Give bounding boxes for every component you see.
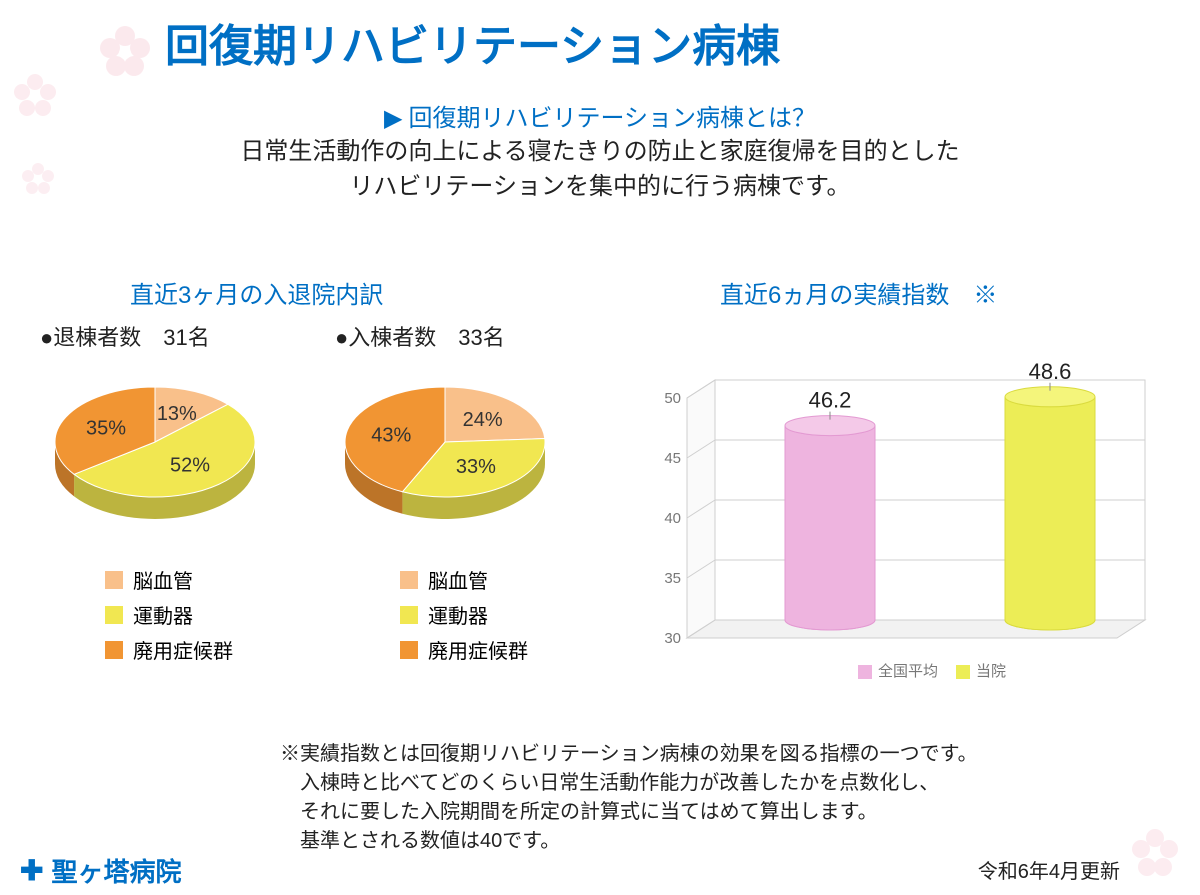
discharge-legend: 脳血管運動器廃用症候群: [105, 565, 233, 670]
svg-text:48.6: 48.6: [1029, 359, 1072, 384]
description-line: リハビリテーションを集中的に行う病棟です。: [0, 170, 1200, 205]
svg-text:40: 40: [664, 510, 681, 527]
admission-legend: 脳血管運動器廃用症候群: [400, 565, 528, 670]
legend-label: 廃用症候群: [428, 635, 528, 664]
legend-swatch: [400, 606, 418, 624]
discharge-count: ●退棟者数 31名: [40, 320, 210, 352]
discharge-pie: 13% 52% 35%: [30, 360, 280, 535]
legend-label: 運動器: [133, 600, 193, 629]
update-date: 令和6年4月更新: [978, 855, 1120, 884]
svg-text:52%: 52%: [170, 454, 210, 476]
svg-text:13%: 13%: [157, 403, 197, 425]
globe-icon: ✚: [20, 854, 43, 887]
svg-text:35%: 35%: [86, 417, 126, 439]
legend-swatch: [400, 571, 418, 589]
svg-text:45: 45: [664, 450, 681, 467]
bar-section-title: 直近6ヵ月の実績指数 ※: [720, 275, 997, 310]
page-title: 回復期リハビリテーション病棟: [165, 10, 780, 74]
legend-item: 脳血管: [400, 565, 528, 594]
footnote: ※実績指数とは回復期リハビリテーション病棟の効果を図る指標の一つです。 入棟時と…: [280, 740, 978, 856]
subheading: 回復期リハビリテーション病棟とは？: [408, 105, 816, 132]
subheading-row: ▶回復期リハビリテーション病棟とは？: [0, 98, 1200, 133]
legend-label: 脳血管: [133, 565, 193, 594]
description: 日常生活動作の向上による寝たきりの防止と家庭復帰を目的とした リハビリテーション…: [0, 135, 1200, 205]
legend-swatch: [105, 571, 123, 589]
legend-label: 当院: [976, 663, 1006, 680]
legend-swatch: [400, 641, 418, 659]
footnote-line: 基準とされる数値は40です。: [280, 827, 978, 856]
legend-item: 脳血管: [105, 565, 233, 594]
bar-chart: 30 35 40 45 50 46.2 48.6: [660, 340, 1170, 650]
admission-count: ●入棟者数 33名: [335, 320, 505, 352]
svg-text:43%: 43%: [371, 424, 411, 446]
footnote-line: ※実績指数とは回復期リハビリテーション病棟の効果を図る指標の一つです。: [280, 740, 978, 769]
legend-label: 脳血管: [428, 565, 488, 594]
legend-swatch: [956, 665, 970, 679]
admission-pie: 24% 33% 43%: [320, 360, 570, 535]
legend-item: 廃用症候群: [105, 635, 233, 664]
pie-section-title: 直近3ヶ月の入退院内訳: [130, 275, 383, 310]
svg-text:24%: 24%: [463, 409, 503, 431]
svg-text:35: 35: [664, 570, 681, 587]
sakura-decoration: [90, 18, 160, 88]
description-line: 日常生活動作の向上による寝たきりの防止と家庭復帰を目的とした: [0, 135, 1200, 170]
legend-label: 全国平均: [878, 663, 938, 680]
legend-item: 運動器: [105, 600, 233, 629]
hospital-logo: ✚ 聖ヶ塔病院: [20, 852, 181, 889]
legend-label: 廃用症候群: [133, 635, 233, 664]
bar-legend: 全国平均 当院: [840, 660, 1006, 681]
sakura-decoration: [1125, 825, 1185, 885]
legend-swatch: [858, 665, 872, 679]
hospital-name: 聖ヶ塔病院: [51, 852, 181, 889]
arrow-icon: ▶: [384, 105, 402, 132]
svg-text:46.2: 46.2: [809, 388, 852, 413]
svg-text:30: 30: [664, 630, 681, 647]
footnote-line: 入棟時と比べてどのくらい日常生活動作能力が改善したかを点数化し、: [280, 769, 978, 798]
legend-item: 廃用症候群: [400, 635, 528, 664]
legend-swatch: [105, 641, 123, 659]
svg-text:33%: 33%: [456, 456, 496, 478]
legend-label: 運動器: [428, 600, 488, 629]
legend-swatch: [105, 606, 123, 624]
svg-text:50: 50: [664, 390, 681, 407]
legend-item: 運動器: [400, 600, 528, 629]
footnote-line: それに要した入院期間を所定の計算式に当てはめて算出します。: [280, 798, 978, 827]
